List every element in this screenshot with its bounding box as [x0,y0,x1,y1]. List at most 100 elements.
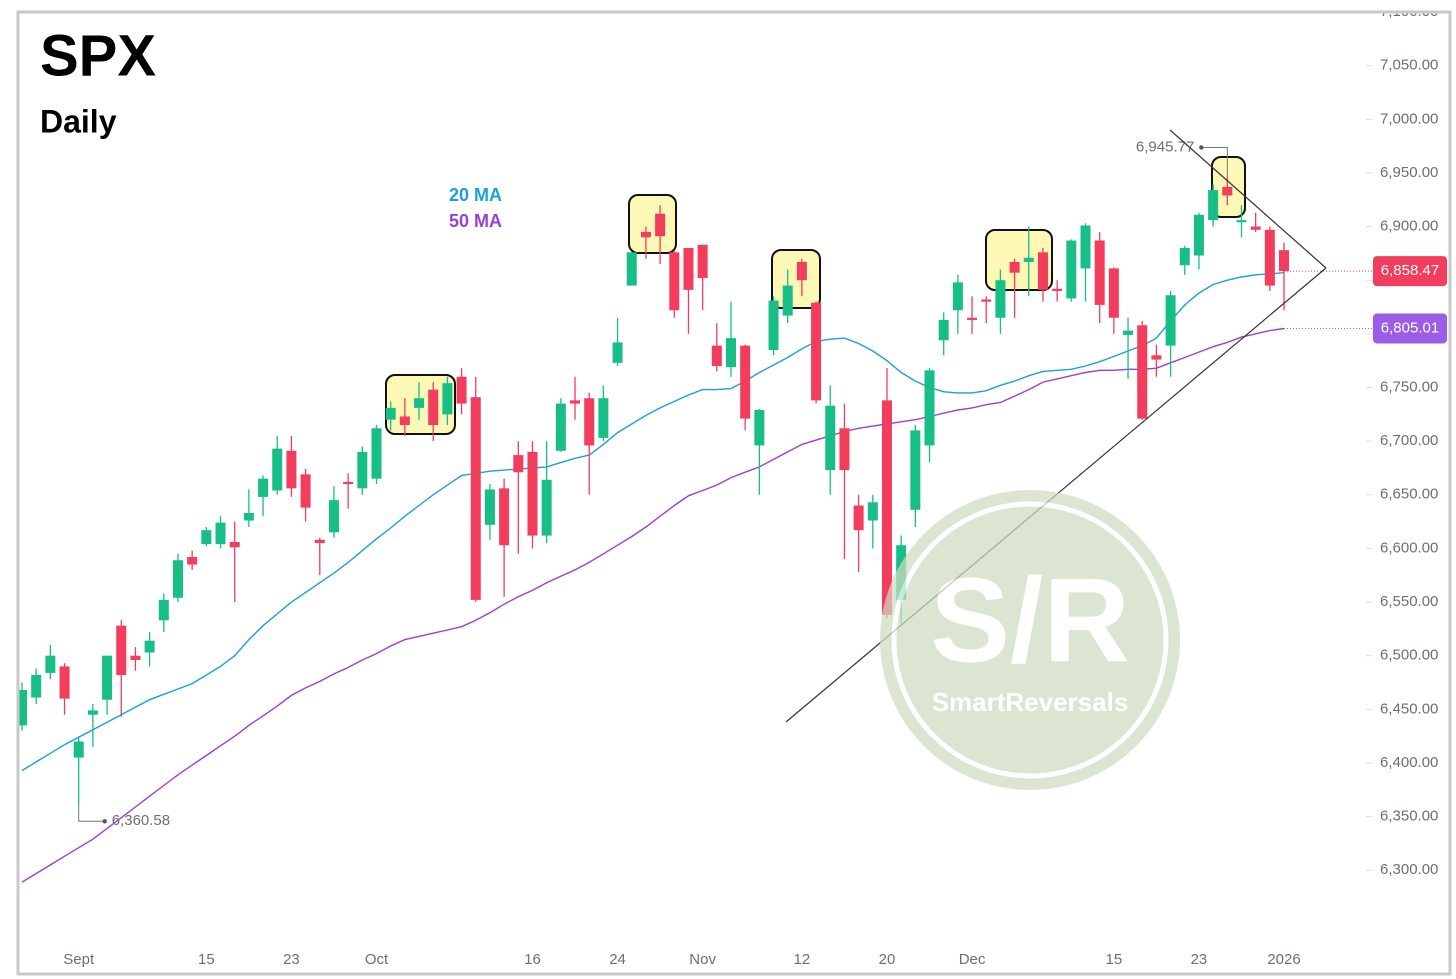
candle-body [981,299,992,302]
x-tick-label: 16 [524,951,541,968]
x-tick-label: 23 [1191,951,1208,968]
candle-body [881,400,892,615]
candle-body [541,479,552,536]
candle-body [1250,226,1261,230]
x-tick-label: Sept [63,951,95,968]
candle-body [1080,225,1091,269]
candle-body [158,599,169,621]
y-tick-label: 6,650.00 [1380,486,1438,503]
candle-body [1094,240,1105,305]
candle-body [1037,252,1048,290]
candle-body [683,248,694,290]
candle-body [938,319,949,341]
candle-body [1264,229,1275,286]
candle-body [328,500,339,533]
candle-body [1023,257,1034,262]
candle-body [796,261,807,281]
y-tick-label: 6,700.00 [1380,432,1438,449]
legend-entry: 50 MA [449,211,502,231]
candle-body [229,541,240,548]
candle-body [343,481,354,485]
y-tick-label: 7,050.00 [1380,57,1438,74]
candle-body [952,282,963,311]
x-tick-label: 12 [794,951,811,968]
watermark-mark: S/R [930,554,1130,688]
axes: 6,300.00 6,350.00 6,400.00 6,450.00 6,500.00… [63,3,1447,968]
candle-body [201,530,212,545]
candle-body [45,655,56,673]
candle-body [1123,330,1134,335]
candle-body [87,710,98,715]
candle-body [130,655,141,660]
candle-body [853,505,864,531]
x-tick-label: 15 [198,951,215,968]
y-tick-label: 6,600.00 [1380,539,1438,556]
candle-body [1137,325,1148,419]
candle-body [19,690,27,726]
price-tag-label: 6,805.01 [1381,319,1439,336]
top-mask [0,0,1456,12]
candle-body [116,625,127,676]
candle-body [258,478,269,497]
y-tick-label: 6,900.00 [1380,218,1438,235]
candle-body [726,338,736,368]
candle-body [555,403,566,451]
plot: 6,945.77 6,360.58 [19,138,1372,883]
candle-body [626,252,637,286]
candle-body [215,522,226,545]
price-tag [1373,256,1447,287]
annotation-leader [78,805,105,822]
x-tick-label: Nov [689,951,716,968]
y-tick-label: 6,750.00 [1380,378,1438,395]
candle-body [967,317,978,320]
y-tick-label: 6,450.00 [1380,700,1438,717]
candle-body [811,302,822,401]
y-tick-label: 6,350.00 [1380,808,1438,825]
candle-body [428,389,439,426]
y-tick-label: 6,550.00 [1380,593,1438,610]
highlight-box [771,249,821,309]
candle-body [839,428,850,471]
candle-body [102,655,113,700]
x-tick-label: Oct [365,951,389,968]
candle-body [499,488,510,546]
candle-body [711,345,722,367]
candle-body [73,741,84,758]
chart-title: SPX [40,23,156,88]
candle-body [1165,295,1176,346]
candle-body [669,252,680,311]
candle-body [924,370,935,446]
candle-body [1279,250,1290,272]
candle-body [754,410,765,446]
candle-body [1151,355,1162,360]
candle-body [782,285,793,316]
candle-body [825,405,836,471]
candle-body [1052,288,1063,291]
candle-body [1222,186,1233,196]
candle-body [442,383,453,415]
candle-body [456,376,467,404]
y-tick-label: 6,300.00 [1380,861,1438,878]
chart-subtitle: Daily [40,103,117,139]
x-tick-label: 24 [609,951,626,968]
candle-body [187,556,198,565]
annotation-dot [1199,145,1204,150]
highlight-box [985,229,1053,291]
candle-body [357,451,368,489]
candle-body [584,398,595,446]
candle-body [1009,261,1020,273]
trend-line [1169,129,1327,269]
annotation-leader [1201,146,1228,178]
candle-body [470,397,481,600]
candle-body [484,489,495,525]
y-tick-label: 6,500.00 [1380,647,1438,664]
candle-body [1236,220,1247,223]
annotation-label: 6,360.58 [112,812,170,829]
watermark-brand: SmartReversals [932,687,1129,717]
candle-body [697,244,708,279]
x-tick-label: Dec [959,951,986,968]
legend: 20 MA 50 MA [449,185,502,231]
candle-body [314,539,325,544]
